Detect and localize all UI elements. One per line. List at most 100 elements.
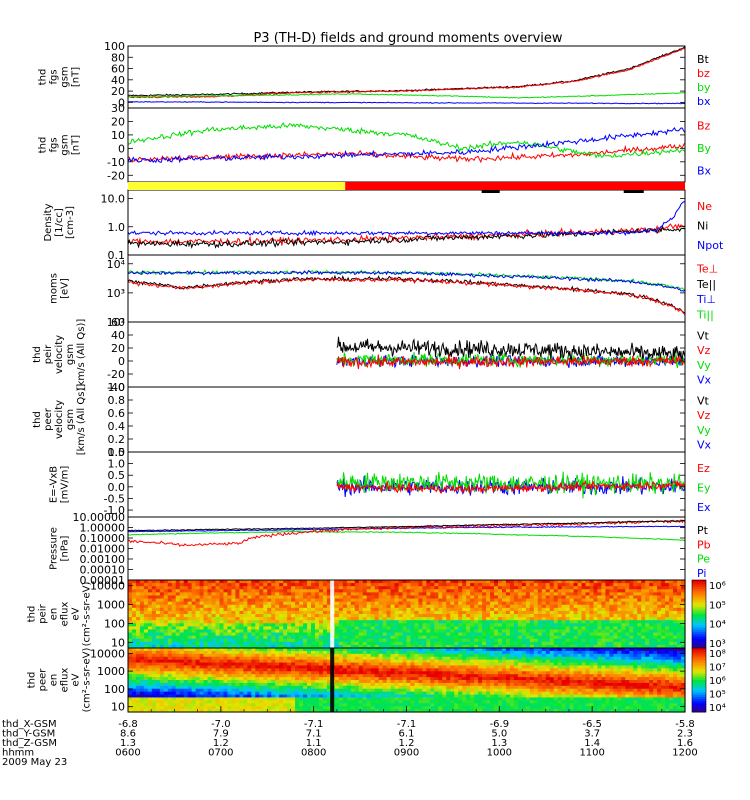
y-axis-label: (cm²-s-sr-eV) — [82, 648, 93, 713]
y-tick-label: 10000 — [90, 647, 125, 660]
legend-Bz: Bz — [697, 119, 711, 132]
y-tick-label: 0 — [118, 142, 125, 155]
y-tick-label: 10.0 — [101, 193, 126, 206]
series-density-Npot — [127, 201, 685, 237]
y-tick-label: 1.0 — [108, 381, 126, 394]
legend-Pi: Pi — [697, 567, 706, 580]
ephemeris-row-label: thd_Z-GSM — [2, 738, 57, 749]
colorbar-label: 10⁶ — [709, 676, 726, 687]
series-pressure-Pi — [127, 525, 686, 533]
y-tick-label: 20 — [111, 85, 125, 98]
ephemeris-value: -6.5 — [582, 719, 602, 730]
legend-Vx: Vx — [697, 374, 712, 387]
y-tick-label: 30 — [111, 102, 125, 115]
y-axis-label: eV — [71, 607, 82, 620]
legend-Vz: Vz — [697, 409, 711, 422]
colorbar-label: 10⁸ — [709, 649, 726, 660]
y-axis-label: en — [49, 674, 60, 687]
ephemeris-value: -7.0 — [211, 719, 231, 730]
legend-Npot: Npot — [697, 239, 724, 252]
series-fgs-gsm-total-bx — [127, 100, 686, 105]
y-tick-label: -40 — [107, 381, 125, 394]
legend-by: by — [697, 81, 711, 94]
y-tick-label: 40 — [111, 329, 125, 342]
y-axis-label: Pressure — [49, 527, 60, 570]
series-fgs-gsm-components-Bx — [127, 126, 686, 164]
y-axis-label: [nPa] — [60, 535, 71, 561]
y-axis-label: Density — [43, 203, 54, 241]
y-tick-label: 20 — [111, 342, 125, 355]
ephemeris-value: 5.0 — [491, 729, 507, 740]
series-pressure-Pe — [127, 530, 686, 542]
y-tick-label: 10 — [111, 701, 125, 714]
y-axis-label: (cm²-s-sr-eV) — [82, 582, 93, 647]
y-tick-label: 0.6 — [108, 407, 126, 420]
legend-Vt: Vt — [697, 329, 710, 342]
y-tick-label: 10.00000 — [73, 511, 126, 524]
y-axis-label: thd — [32, 411, 43, 428]
ephemeris-value: 1.6 — [677, 738, 693, 749]
series-temperature-Te⊥ — [127, 276, 686, 316]
y-axis-label: velocity — [54, 335, 65, 374]
legend-Vt: Vt — [697, 394, 710, 407]
y-axis-label: peer — [43, 407, 54, 431]
legend-Bx: Bx — [697, 165, 712, 178]
ephemeris-value: 1.2 — [213, 738, 229, 749]
y-tick-label: 0.8 — [108, 394, 126, 407]
y-tick-label: 0 — [118, 96, 125, 109]
mode-bar-fast — [345, 182, 685, 190]
y-axis-label: E=-VxB — [49, 466, 60, 503]
y-tick-label: 10² — [107, 316, 125, 329]
y-axis-label: eV — [71, 673, 82, 686]
ephemeris-value: 1.3 — [491, 738, 507, 749]
panel-temperature: 10² 10³ 10⁴ moms [eV] Te⊥ Te|| Ti⊥ Ti|| — [49, 254, 718, 329]
y-tick-label: 0.0 — [108, 446, 126, 459]
series-fgs-gsm-total-Bt — [127, 46, 686, 97]
y-tick-label: 0.00100 — [80, 553, 126, 566]
y-tick-label: 0.2 — [108, 433, 126, 446]
colorbar-label: 10⁴ — [709, 620, 726, 631]
y-axis-label: [eV] — [60, 278, 71, 299]
colorbar-label: 10⁷ — [709, 663, 726, 674]
colorbar-label: 10³ — [709, 639, 726, 650]
y-tick-label: 1.00000 — [80, 522, 126, 535]
y-tick-label: 0.00010 — [80, 564, 126, 577]
mode-bar-marker — [481, 190, 500, 193]
ephemeris-row-label: hhmm — [2, 748, 34, 759]
y-tick-label: 1.5 — [108, 446, 126, 459]
y-tick-label: 1000 — [97, 665, 125, 678]
legend-Vy: Vy — [697, 424, 711, 437]
y-axis-label: peir — [38, 603, 49, 623]
legend-bx: bx — [697, 95, 711, 108]
panel-frame — [127, 321, 686, 388]
ephemeris-value: 0900 — [394, 748, 419, 759]
y-tick-label: 10 — [111, 129, 125, 142]
mode-bar-marker — [623, 190, 644, 193]
ephemeris-value: 1.1 — [306, 738, 322, 749]
ephemeris-value: 7.9 — [213, 729, 229, 740]
panel-frame — [127, 189, 686, 256]
y-tick-label: -20 — [107, 169, 125, 182]
data-gap — [330, 580, 335, 648]
legend-Vx: Vx — [697, 439, 712, 452]
series-peir-velocity-Vt — [336, 336, 686, 362]
series-density-Ne — [127, 223, 686, 246]
ephemeris-value: 1000 — [487, 748, 512, 759]
ephemeris-value: 6.1 — [399, 729, 415, 740]
ephemeris-value: 0600 — [115, 748, 140, 759]
legend-Ti⊥: Ti⊥ — [696, 293, 716, 306]
y-axis-label: fgs — [49, 69, 60, 84]
panel-peer-velocity: 0.00.20.40.60.81.0 thd peer velocity gsm [km/… — [32, 381, 712, 459]
y-axis-label: gsm — [60, 66, 71, 87]
panel-frame — [127, 254, 686, 323]
legend-Te||: Te|| — [696, 278, 716, 291]
mode-bar-slow — [128, 182, 346, 190]
ephemeris-value: 1.4 — [584, 738, 600, 749]
colorbar-label: 10⁵ — [709, 600, 726, 611]
ephemeris-value: 8.6 — [120, 729, 136, 740]
date-label: 2009 May 23 — [2, 757, 67, 768]
y-axis-label: velocity — [54, 400, 65, 439]
y-axis-label: [mV/m] — [60, 466, 71, 504]
y-axis-label: [nT] — [71, 135, 82, 155]
